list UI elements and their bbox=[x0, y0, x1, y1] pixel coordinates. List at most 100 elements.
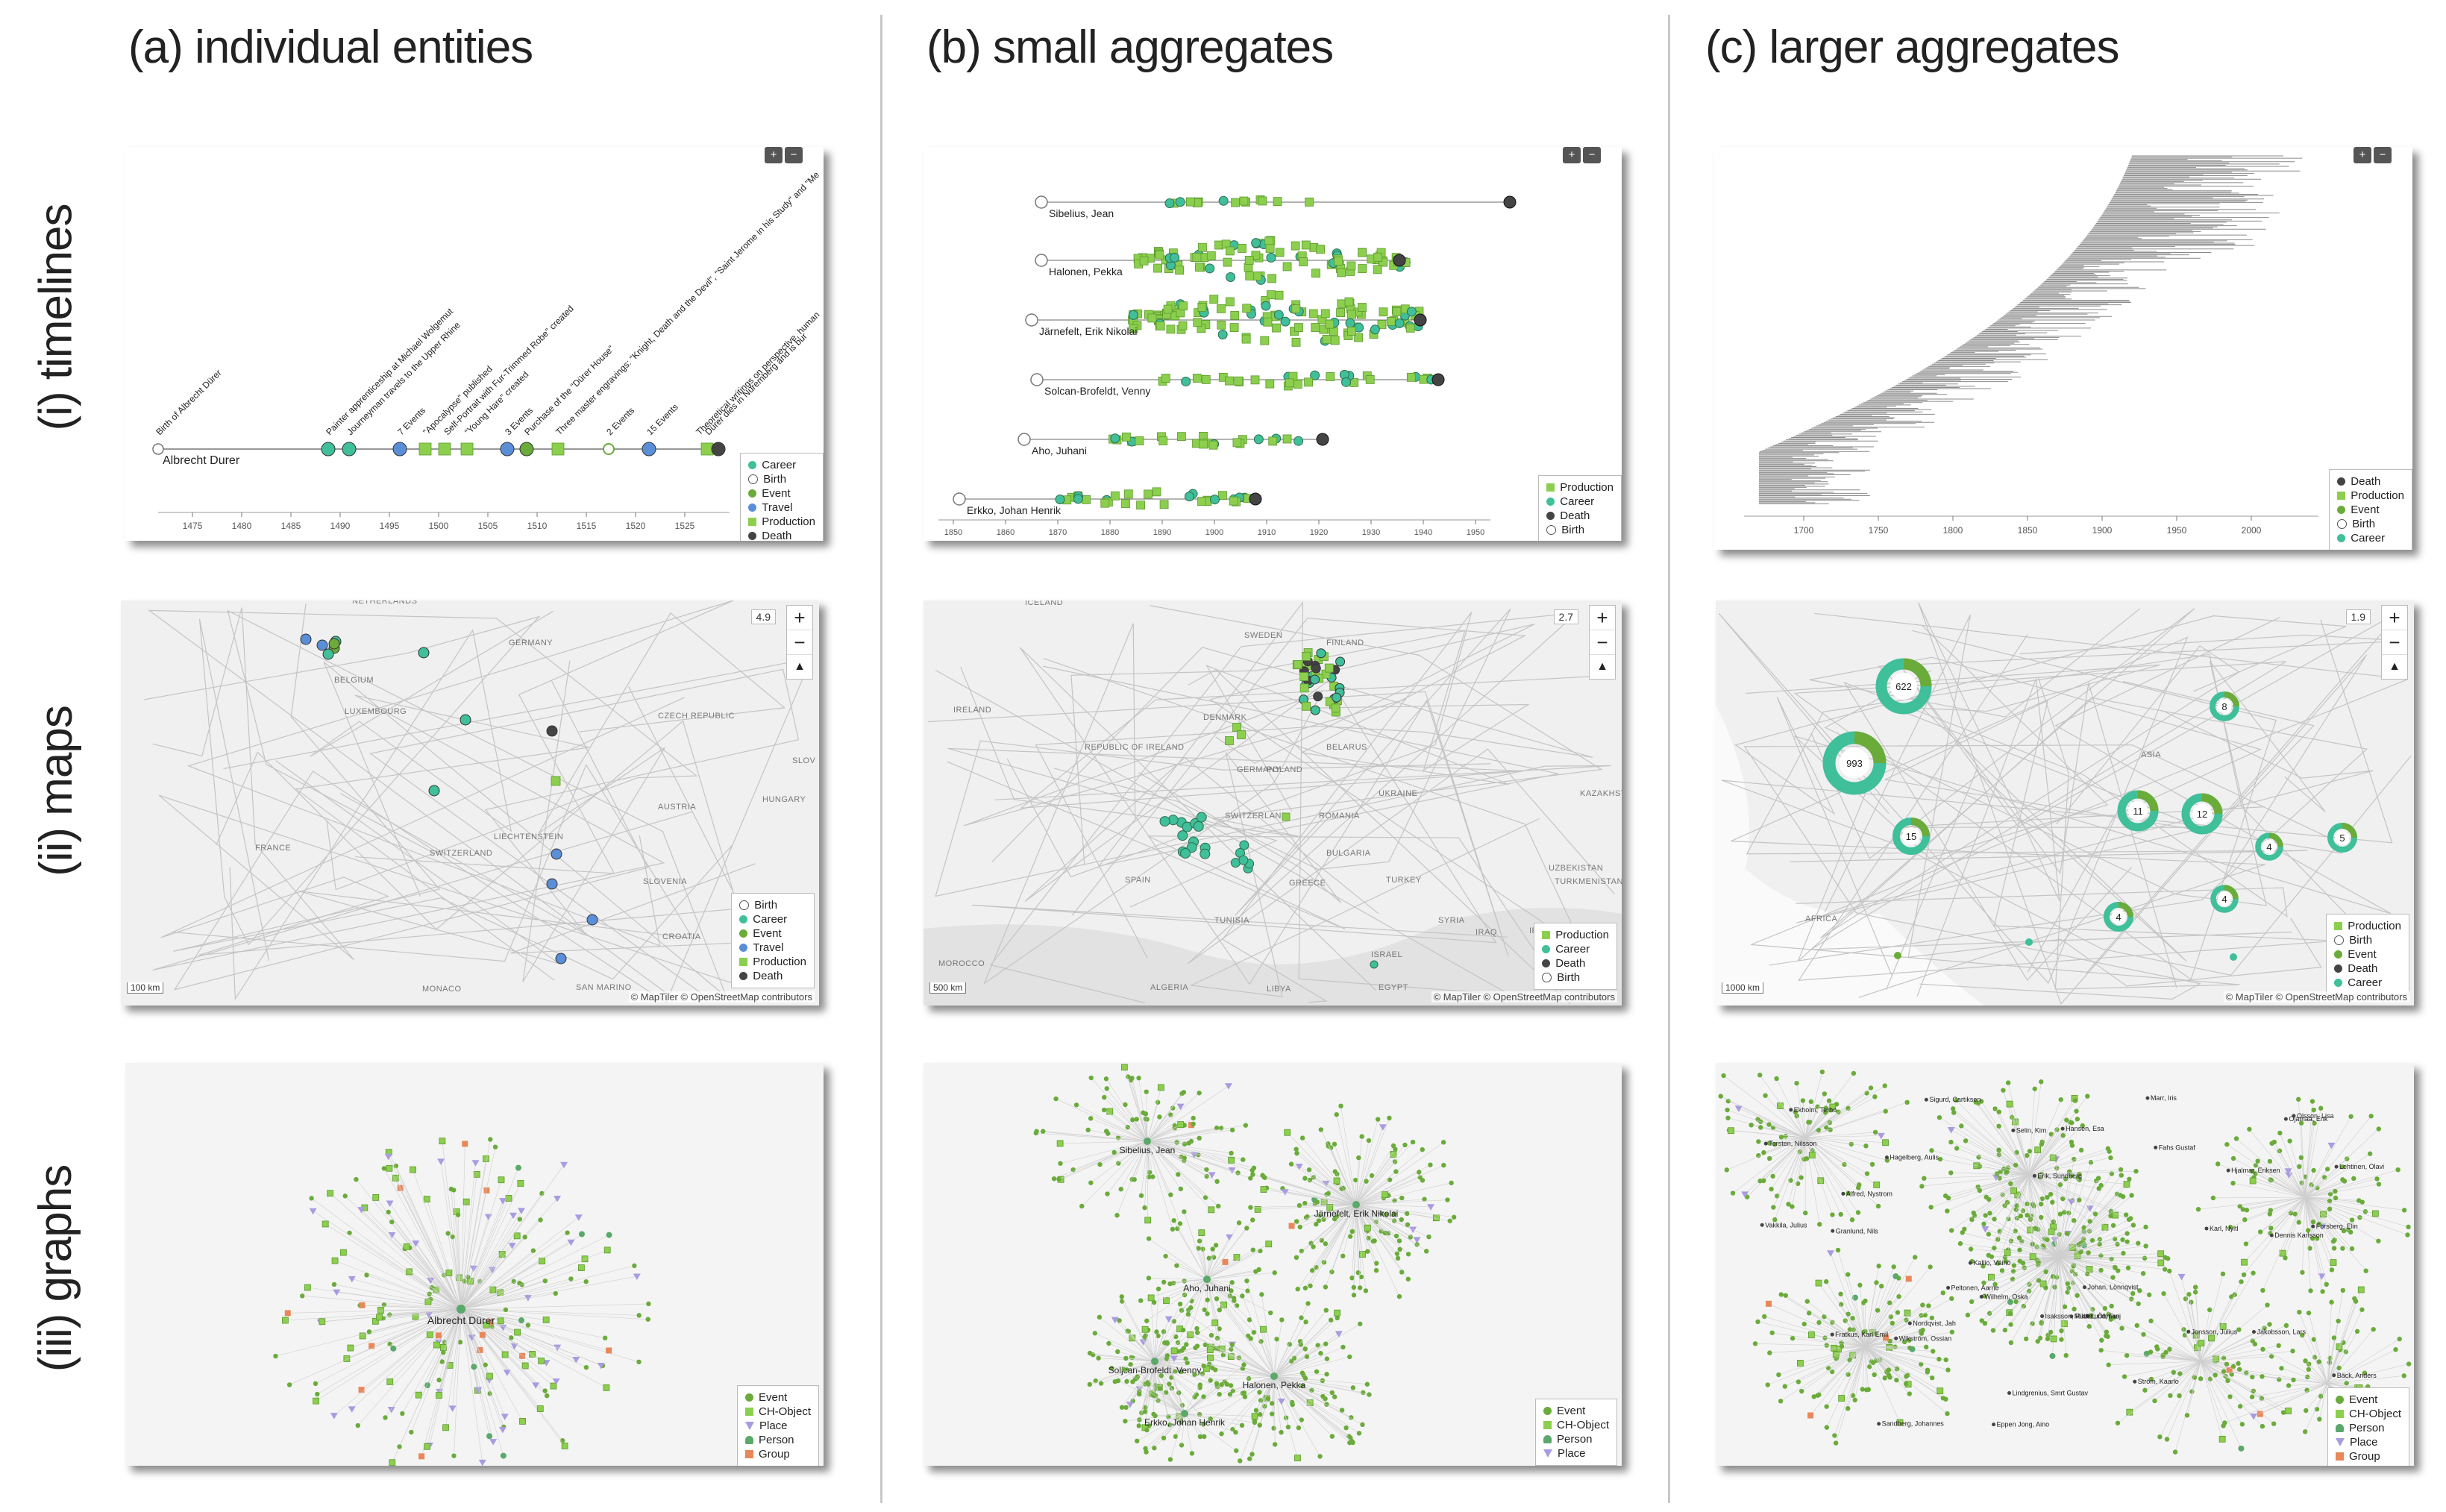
event-node bbox=[2224, 1142, 2230, 1147]
graph-edge bbox=[451, 1189, 462, 1310]
event-node bbox=[544, 1393, 550, 1399]
event-node bbox=[2311, 1337, 2317, 1342]
graph-edge bbox=[2327, 1375, 2404, 1384]
event-node bbox=[2253, 1163, 2259, 1168]
career-marker bbox=[1218, 195, 1229, 206]
event-node bbox=[2189, 1299, 2194, 1305]
event-node bbox=[2340, 1287, 2346, 1293]
map-attribution[interactable]: © MapTiler © OpenStreetMap contributors bbox=[1431, 991, 1617, 1003]
graph-edge bbox=[2289, 1175, 2306, 1198]
event-node bbox=[1776, 1372, 1781, 1378]
event-node bbox=[2104, 1329, 2110, 1334]
graph-edge bbox=[2240, 1383, 2328, 1407]
zoom-out-icon[interactable]: − bbox=[1583, 147, 1601, 163]
zoom-in-icon[interactable]: + bbox=[765, 147, 783, 163]
graph-edge bbox=[1355, 1177, 1420, 1205]
graph-edge bbox=[1355, 1204, 1408, 1226]
event-node bbox=[1373, 1267, 1379, 1273]
graph-edge bbox=[2166, 1352, 2201, 1362]
graph-edge bbox=[1184, 1413, 1193, 1454]
zoom-in-icon[interactable]: + bbox=[2382, 606, 2407, 630]
person-icon bbox=[1763, 1141, 1768, 1146]
zoom-in-icon[interactable]: + bbox=[2354, 147, 2371, 163]
zoom-in-icon[interactable]: + bbox=[787, 606, 812, 630]
zoom-out-icon[interactable]: − bbox=[787, 630, 812, 655]
map-attribution[interactable]: © MapTiler © OpenStreetMap contributors bbox=[2223, 991, 2409, 1003]
compass-icon[interactable]: ▲ bbox=[1596, 660, 1608, 673]
timeline-zoom-buttons: + − bbox=[1563, 147, 1601, 163]
ch-object-node bbox=[1294, 1455, 1301, 1461]
zoom-out-icon[interactable]: − bbox=[1590, 630, 1615, 655]
event-node bbox=[1790, 1335, 1796, 1341]
zoom-out-icon[interactable]: − bbox=[2382, 630, 2407, 655]
event-node bbox=[2312, 1120, 2317, 1126]
event-node bbox=[1925, 1370, 1931, 1375]
ch-object-node bbox=[1390, 1151, 1397, 1158]
graph-panel-small: Sibelius, Jean Järnefelt, Erik Nikolai Aho… bbox=[923, 1063, 1622, 1466]
production-marker bbox=[1139, 256, 1149, 266]
event-node bbox=[1185, 1311, 1191, 1317]
graph-edge bbox=[2028, 1149, 2038, 1176]
place-triangle-icon bbox=[1176, 1103, 1185, 1111]
graph-edge bbox=[460, 1308, 526, 1367]
node-label: Mikael, Öhman bbox=[2075, 1313, 2120, 1320]
event-node bbox=[1765, 1382, 1770, 1387]
event-node bbox=[1760, 1178, 1766, 1184]
graph-edge bbox=[343, 1252, 462, 1310]
place-triangle-icon bbox=[499, 1198, 507, 1205]
graph-edge bbox=[2304, 1108, 2321, 1198]
event-node bbox=[1251, 1329, 1257, 1335]
event-node bbox=[1823, 1279, 1829, 1284]
event-node bbox=[1351, 1293, 1357, 1298]
legend-item: Death bbox=[739, 969, 806, 983]
event-node bbox=[1349, 1415, 1354, 1420]
compass-icon[interactable]: ▲ bbox=[794, 660, 806, 673]
zoom-in-icon[interactable]: + bbox=[1563, 147, 1581, 163]
graph-edge bbox=[1760, 1127, 1806, 1138]
ch-object-node bbox=[1432, 1214, 1440, 1222]
event-node bbox=[1309, 1268, 1315, 1273]
graph-edge bbox=[333, 1284, 462, 1310]
place-triangle-icon bbox=[1413, 1237, 1421, 1243]
event-node bbox=[2039, 1214, 2044, 1220]
zoom-out-icon[interactable]: − bbox=[2374, 147, 2392, 163]
graph-edge bbox=[2295, 1196, 2306, 1214]
event-node bbox=[1404, 1211, 1410, 1217]
zoom-in-icon[interactable]: + bbox=[1590, 606, 1615, 630]
axis-tick-label: 1495 bbox=[380, 521, 400, 531]
graph-edge bbox=[1785, 1295, 1866, 1347]
graph-edge bbox=[1206, 1279, 1249, 1337]
production-marker bbox=[1302, 652, 1311, 661]
map-attribution[interactable]: © MapTiler © OpenStreetMap contributors bbox=[628, 991, 815, 1003]
event-node bbox=[1778, 1292, 1784, 1297]
graph-edge bbox=[1854, 1297, 1866, 1347]
graph-edge bbox=[1335, 1171, 1357, 1205]
graph-edge bbox=[1948, 1174, 2030, 1199]
event-node bbox=[646, 1301, 651, 1307]
event-node bbox=[387, 1341, 392, 1347]
production-marker bbox=[1377, 320, 1387, 329]
production-marker bbox=[1291, 337, 1301, 347]
event-node bbox=[1073, 1102, 1079, 1108]
production-marker bbox=[1225, 376, 1234, 386]
event-node bbox=[2104, 1333, 2109, 1339]
event-node bbox=[1262, 1175, 1267, 1180]
production-marker bbox=[1217, 304, 1226, 313]
graph-edge bbox=[1988, 1174, 2030, 1255]
compass-icon[interactable]: ▲ bbox=[2389, 660, 2400, 673]
legend-item: Place bbox=[1543, 1446, 1609, 1461]
graph-edge bbox=[460, 1308, 522, 1321]
graph-edge bbox=[2028, 1151, 2031, 1176]
event-node bbox=[1857, 1282, 1863, 1288]
event-node bbox=[1195, 1330, 1200, 1335]
graph-edge bbox=[2304, 1179, 2343, 1198]
graph-edge bbox=[1147, 1141, 1206, 1198]
graph-edge bbox=[1053, 1141, 1148, 1179]
graph-edge bbox=[1804, 1137, 1841, 1215]
event-node bbox=[1180, 1327, 1186, 1333]
zoom-out-icon[interactable]: − bbox=[785, 147, 803, 163]
map-event-marker bbox=[428, 785, 440, 797]
ch-object-node bbox=[561, 1443, 568, 1449]
graph-edge bbox=[2028, 1174, 2033, 1257]
graph-edge bbox=[1826, 1346, 1866, 1428]
